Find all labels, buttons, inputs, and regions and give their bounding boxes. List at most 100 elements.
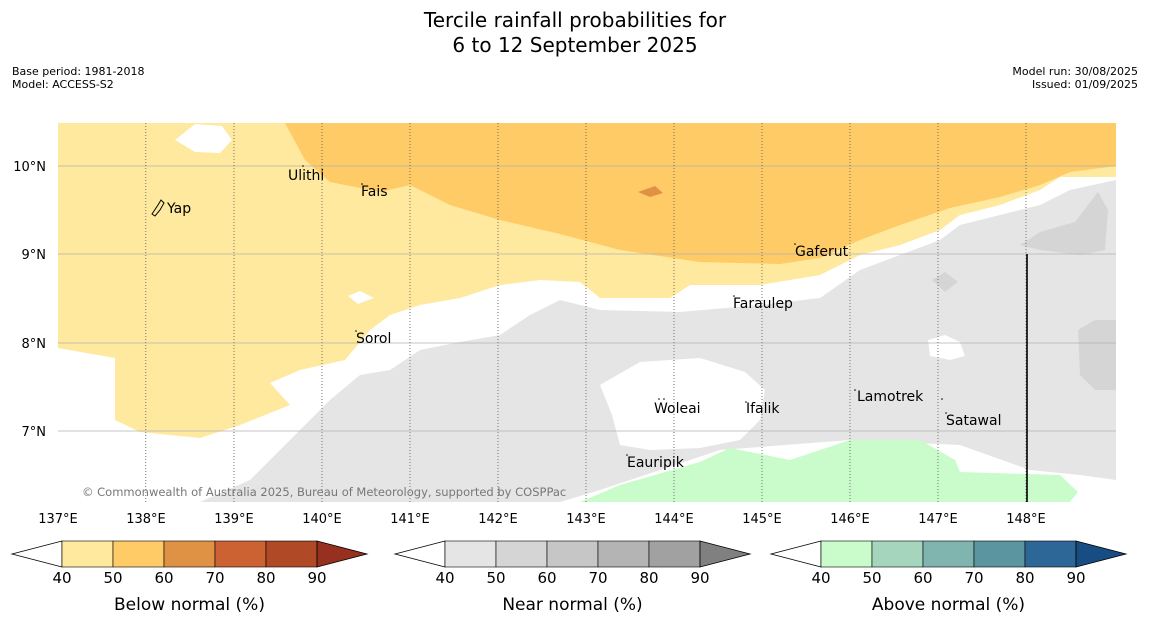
- place-label-yap: Yap: [166, 201, 191, 217]
- colorbar-legends: 40 50 60 70 80 90 Below normal (%) 40 50 60 70 80 90…: [10, 540, 1128, 615]
- near-normal-50-60-north: [1020, 192, 1108, 255]
- colorbar-tick-label: 60: [913, 569, 932, 587]
- issued-date: Issued: 01/09/2025: [1031, 78, 1138, 91]
- colorbar-tick-label: 70: [588, 569, 607, 587]
- colorbar-segment: [871, 540, 924, 568]
- place-label-sorol: Sorol: [356, 331, 391, 347]
- lon-label: 139°E: [214, 512, 254, 527]
- colorbar-max-extension: [699, 540, 752, 568]
- place-label-gaferut: Gaferut: [795, 244, 849, 260]
- colorbar-segment: [546, 540, 599, 568]
- near-normal-50-60-mid: [932, 272, 958, 292]
- colorbar-segment: [265, 540, 318, 568]
- place-label-eauripik: Eauripik: [627, 455, 685, 471]
- below-normal-colorbar: 40 50 60 70 80 90 Below normal (%): [10, 540, 369, 615]
- near-normal-40-50-region: [200, 180, 1116, 502]
- title-line-2: 6 to 12 September 2025: [452, 33, 698, 57]
- colorbar-tick-label: 60: [154, 569, 173, 587]
- colorbar-tick-label: 40: [811, 569, 830, 587]
- colorbar-segment: [1024, 540, 1077, 568]
- place-label-lamotrek: Lamotrek: [857, 389, 924, 405]
- colorbar-tick-label: 70: [964, 569, 983, 587]
- place-label-satawal: Satawal: [946, 413, 1001, 429]
- lon-label: 146°E: [830, 512, 870, 527]
- lat-label: 10°N: [13, 160, 46, 175]
- lon-label: 144°E: [654, 512, 694, 527]
- colorbar-tick-label: 50: [862, 569, 881, 587]
- near-normal-colorbar: 40 50 60 70 80 90 Near normal (%): [393, 540, 752, 615]
- model-run: Model run: 30/08/2025: [1012, 65, 1138, 78]
- place-label-fais: Fais: [361, 184, 388, 200]
- lon-label: 147°E: [918, 512, 958, 527]
- colorbar-max-extension: [1075, 540, 1128, 568]
- place-label-ulithi: Ulithi: [288, 168, 324, 184]
- map-title: Tercile rainfall probabilities for 6 to …: [0, 8, 1150, 58]
- below-normal-50-60-region: [285, 123, 1116, 264]
- model-name: Model: ACCESS-S2: [12, 78, 114, 91]
- lon-label: 141°E: [390, 512, 430, 527]
- near-normal-50-60-east: [1078, 320, 1116, 390]
- meta-left: Base period: 1981-2018 Model: ACCESS-S2: [12, 65, 144, 91]
- lat-label: 8°N: [22, 337, 47, 352]
- colorbar-tick-label: 80: [256, 569, 275, 587]
- place-label-ifalik: Ifalik: [746, 401, 780, 417]
- colorbar-max-extension: [316, 540, 369, 568]
- near-normal-legend-label: Near normal (%): [502, 595, 642, 615]
- yap-island-shape: [151, 199, 165, 217]
- lat-label: 7°N: [22, 425, 47, 440]
- longitude-labels: 137°E 138°E 139°E 140°E 141°E 142°E 143°…: [38, 512, 1046, 527]
- white-patch-woleai: [600, 358, 765, 450]
- meta-right: Model run: 30/08/2025 Issued: 01/09/2025: [1012, 65, 1138, 91]
- map-area: [58, 123, 1116, 502]
- lon-label: 137°E: [38, 512, 78, 527]
- colorbar-min-extension: [10, 540, 63, 568]
- copyright-notice: © Commonwealth of Australia 2025, Bureau…: [82, 485, 566, 499]
- place-labels: Yap Ulithi Fais Gaferut Faraulep Sorol W…: [166, 168, 1001, 471]
- white-patch-sorol: [348, 291, 374, 304]
- colorbar-segment: [597, 540, 650, 568]
- colorbar-tick-label: 50: [103, 569, 122, 587]
- colorbar-segment: [444, 540, 497, 568]
- colorbar-tick-label: 90: [307, 569, 326, 587]
- above-normal-legend-label: Above normal (%): [872, 595, 1025, 615]
- lon-label: 148°E: [1006, 512, 1046, 527]
- colorbar-tick-label: 90: [1066, 569, 1085, 587]
- colorbar-segment: [648, 540, 701, 568]
- colorbar-segment: [495, 540, 548, 568]
- latitude-labels: 10°N 9°N 8°N 7°N: [13, 160, 46, 440]
- below-normal-60-70-patch: [638, 186, 663, 197]
- lon-gridlines: [145, 123, 1027, 502]
- title-line-1: Tercile rainfall probabilities for: [423, 8, 727, 32]
- colorbar-min-extension: [393, 540, 446, 568]
- colorbar-segment: [214, 540, 267, 568]
- colorbar-tick-label: 80: [1015, 569, 1034, 587]
- place-label-faraulep: Faraulep: [733, 296, 793, 312]
- above-normal-40-50-region: [580, 440, 1078, 502]
- colorbar-segment: [112, 540, 165, 568]
- island-markers: [302, 165, 947, 456]
- colorbar-tick-label: 90: [690, 569, 709, 587]
- lon-label: 145°E: [742, 512, 782, 527]
- colorbar-min-extension: [769, 540, 822, 568]
- lon-label: 138°E: [126, 512, 166, 527]
- colorbar-segment: [820, 540, 873, 568]
- white-patch-east: [928, 335, 965, 360]
- lon-label: 143°E: [566, 512, 606, 527]
- colorbar-tick-label: 40: [435, 569, 454, 587]
- lat-label: 9°N: [22, 248, 47, 263]
- lon-label: 140°E: [302, 512, 342, 527]
- place-label-woleai: Woleai: [654, 401, 701, 417]
- colorbar-tick-label: 40: [52, 569, 71, 587]
- colorbar-segment: [922, 540, 975, 568]
- base-period: Base period: 1981-2018: [12, 65, 145, 78]
- colorbar-tick-label: 50: [486, 569, 505, 587]
- above-normal-colorbar: 40 50 60 70 80 90 Above normal (%): [769, 540, 1128, 615]
- lon-label: 142°E: [478, 512, 518, 527]
- colorbar-segment: [61, 540, 114, 568]
- colorbar-segment: [973, 540, 1026, 568]
- below-normal-legend-label: Below normal (%): [114, 595, 265, 615]
- colorbar-tick-label: 80: [639, 569, 658, 587]
- colorbar-segment: [163, 540, 216, 568]
- white-patch-north: [175, 124, 232, 153]
